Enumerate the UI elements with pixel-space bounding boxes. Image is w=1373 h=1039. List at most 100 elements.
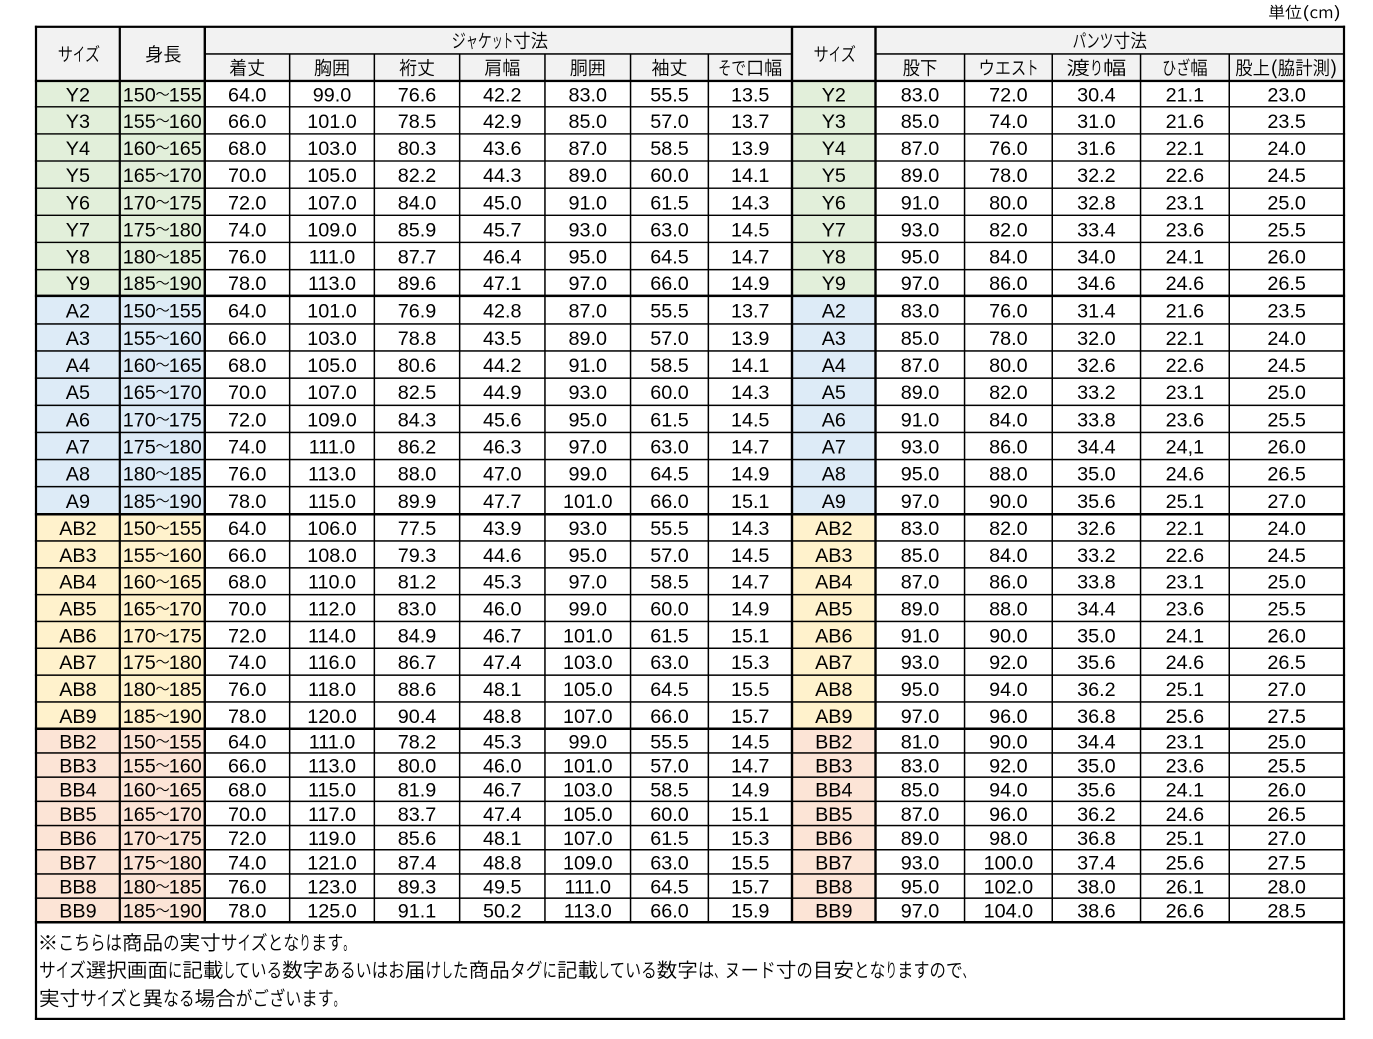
svg-text:24.6: 24.6 bbox=[1166, 804, 1205, 826]
svg-text:24.0: 24.0 bbox=[1267, 518, 1306, 540]
svg-text:14.5: 14.5 bbox=[731, 545, 770, 567]
svg-text:23.6: 23.6 bbox=[1166, 409, 1205, 431]
svg-text:160: 160 bbox=[123, 572, 156, 594]
svg-text:87.0: 87.0 bbox=[901, 355, 940, 377]
svg-text:165: 165 bbox=[169, 355, 202, 377]
svg-text:A7: A7 bbox=[822, 437, 846, 459]
svg-text:27.5: 27.5 bbox=[1267, 706, 1306, 728]
svg-text:47.4: 47.4 bbox=[483, 804, 522, 826]
svg-text:26.0: 26.0 bbox=[1267, 437, 1306, 459]
svg-text:170: 170 bbox=[169, 382, 202, 404]
svg-text:93.0: 93.0 bbox=[569, 219, 608, 241]
svg-text:84.3: 84.3 bbox=[398, 409, 437, 431]
svg-text:64.0: 64.0 bbox=[228, 84, 267, 106]
svg-text:AB7: AB7 bbox=[59, 652, 96, 674]
svg-text:36.2: 36.2 bbox=[1077, 804, 1116, 826]
svg-text:15.1: 15.1 bbox=[731, 804, 770, 826]
svg-text:14.5: 14.5 bbox=[731, 409, 770, 431]
svg-text:AB9: AB9 bbox=[815, 706, 852, 728]
svg-text:160: 160 bbox=[169, 756, 202, 778]
svg-text:95.0: 95.0 bbox=[569, 545, 608, 567]
svg-text:14.9: 14.9 bbox=[731, 599, 770, 621]
svg-text:22.6: 22.6 bbox=[1166, 165, 1205, 187]
svg-text:89.0: 89.0 bbox=[569, 328, 608, 350]
svg-text:150: 150 bbox=[123, 731, 156, 753]
svg-text:113.0: 113.0 bbox=[308, 464, 356, 486]
svg-text:85.0: 85.0 bbox=[901, 328, 940, 350]
svg-text:BB8: BB8 bbox=[815, 877, 852, 899]
svg-text:78.0: 78.0 bbox=[228, 273, 267, 295]
svg-text:45.7: 45.7 bbox=[483, 219, 522, 241]
svg-text:97.0: 97.0 bbox=[901, 491, 940, 513]
svg-text:31.0: 31.0 bbox=[1077, 111, 1116, 133]
svg-text:64.5: 64.5 bbox=[650, 877, 689, 899]
svg-text:AB3: AB3 bbox=[815, 545, 852, 567]
svg-text:105.0: 105.0 bbox=[307, 355, 357, 377]
svg-text:14.3: 14.3 bbox=[731, 382, 770, 404]
svg-text:15.7: 15.7 bbox=[731, 877, 770, 899]
svg-text:BB7: BB7 bbox=[815, 852, 852, 874]
svg-text:76.6: 76.6 bbox=[398, 84, 437, 106]
svg-text:Y3: Y3 bbox=[66, 111, 90, 133]
svg-text:13.5: 13.5 bbox=[731, 84, 770, 106]
svg-text:180: 180 bbox=[123, 679, 156, 701]
svg-text:Y9: Y9 bbox=[66, 273, 90, 295]
svg-text:66.0: 66.0 bbox=[650, 273, 689, 295]
svg-text:42.9: 42.9 bbox=[483, 111, 522, 133]
svg-text:87.0: 87.0 bbox=[569, 138, 608, 160]
svg-text:85.6: 85.6 bbox=[398, 828, 437, 850]
svg-text:170: 170 bbox=[123, 625, 156, 647]
svg-text:89.0: 89.0 bbox=[901, 165, 940, 187]
svg-text:97.0: 97.0 bbox=[901, 901, 940, 923]
svg-text:46.3: 46.3 bbox=[483, 437, 522, 459]
svg-text:111.0: 111.0 bbox=[309, 437, 356, 459]
svg-text:89.0: 89.0 bbox=[901, 828, 940, 850]
svg-text:23.6: 23.6 bbox=[1166, 756, 1205, 778]
svg-text:116.0: 116.0 bbox=[308, 652, 356, 674]
svg-text:64.5: 64.5 bbox=[650, 679, 689, 701]
svg-text:86.2: 86.2 bbox=[398, 437, 437, 459]
svg-text:25.1: 25.1 bbox=[1166, 491, 1205, 513]
svg-text:170: 170 bbox=[123, 828, 156, 850]
svg-text:95.0: 95.0 bbox=[901, 247, 940, 269]
svg-text:48.1: 48.1 bbox=[483, 679, 522, 701]
svg-text:66.0: 66.0 bbox=[650, 901, 689, 923]
svg-text:Y6: Y6 bbox=[66, 192, 90, 214]
svg-text:27.0: 27.0 bbox=[1267, 491, 1306, 513]
svg-text:170: 170 bbox=[169, 804, 202, 826]
svg-text:AB3: AB3 bbox=[59, 545, 96, 567]
svg-text:Y9: Y9 bbox=[822, 273, 846, 295]
svg-text:86.0: 86.0 bbox=[989, 572, 1028, 594]
svg-text:Y8: Y8 bbox=[822, 247, 846, 269]
svg-text:103.0: 103.0 bbox=[307, 138, 357, 160]
svg-text:23.1: 23.1 bbox=[1166, 192, 1205, 214]
svg-text:44.2: 44.2 bbox=[483, 355, 522, 377]
svg-text:44.9: 44.9 bbox=[483, 382, 522, 404]
svg-text:A3: A3 bbox=[66, 328, 90, 350]
svg-text:76.0: 76.0 bbox=[228, 679, 267, 701]
svg-text:112.0: 112.0 bbox=[308, 599, 356, 621]
svg-text:180: 180 bbox=[123, 464, 156, 486]
svg-text:15.1: 15.1 bbox=[731, 625, 770, 647]
svg-text:111.0: 111.0 bbox=[565, 877, 612, 899]
svg-text:86.0: 86.0 bbox=[989, 437, 1028, 459]
svg-text:25.1: 25.1 bbox=[1166, 828, 1205, 850]
svg-text:35.0: 35.0 bbox=[1077, 464, 1116, 486]
svg-text:34.6: 34.6 bbox=[1077, 273, 1116, 295]
svg-text:92.0: 92.0 bbox=[989, 756, 1028, 778]
svg-text:83.0: 83.0 bbox=[398, 599, 437, 621]
svg-text:14.5: 14.5 bbox=[731, 219, 770, 241]
svg-text:Y2: Y2 bbox=[66, 84, 90, 106]
svg-text:180: 180 bbox=[169, 652, 202, 674]
svg-text:14.9: 14.9 bbox=[731, 464, 770, 486]
svg-text:AB4: AB4 bbox=[815, 572, 852, 594]
svg-text:101.0: 101.0 bbox=[563, 491, 613, 513]
svg-text:82.5: 82.5 bbox=[398, 382, 437, 404]
svg-text:58.5: 58.5 bbox=[650, 780, 689, 802]
svg-text:15.5: 15.5 bbox=[731, 679, 770, 701]
svg-text:150: 150 bbox=[123, 300, 156, 322]
svg-text:89.0: 89.0 bbox=[569, 165, 608, 187]
svg-text:55.5: 55.5 bbox=[650, 731, 689, 753]
svg-text:160: 160 bbox=[169, 111, 202, 133]
svg-text:105.0: 105.0 bbox=[563, 679, 613, 701]
